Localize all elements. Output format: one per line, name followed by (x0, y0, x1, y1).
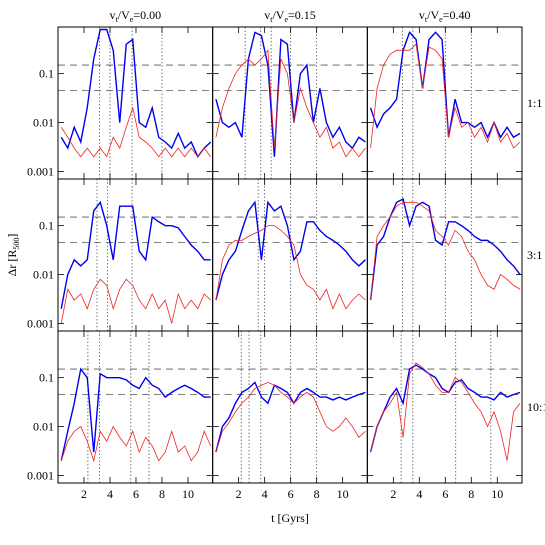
column-title: vt/Ve=0.00 (110, 8, 162, 24)
row-label: 3:1 (527, 248, 542, 262)
x-tick-label: 8 (468, 487, 474, 501)
x-axis-label: t [Gyrs] (271, 511, 309, 525)
x-tick-label: 6 (442, 487, 448, 501)
x-tick-label: 2 (81, 487, 87, 501)
data-line (60, 28, 212, 159)
x-tick-label: 2 (390, 487, 396, 501)
x-tick-label: 10 (491, 487, 503, 501)
data-line (215, 381, 366, 453)
x-tick-label: 2 (236, 487, 242, 501)
plot-area (58, 331, 213, 483)
title-part: /V (427, 8, 439, 22)
y-label-part: Δr [R (5, 250, 19, 277)
title-part: /V (272, 8, 284, 22)
data-line (370, 43, 521, 149)
data-line (60, 367, 211, 461)
title-sub: t (425, 15, 428, 24)
y-tick-label: 0.01 (33, 268, 54, 282)
panel: vt/Ve=0.40 1:1 (366, 8, 542, 180)
x-tick-label: 8 (159, 487, 165, 501)
data-line (215, 381, 366, 453)
plot-area (58, 179, 213, 331)
data-line (369, 364, 521, 453)
data-line (60, 278, 211, 324)
data-line (370, 201, 521, 301)
panel-frame (366, 330, 523, 484)
y-label-sub: 500 (12, 238, 21, 250)
data-line (369, 198, 521, 301)
y-tick-label: 0.1 (39, 371, 54, 385)
panel-frame (212, 330, 368, 484)
panel: 0.001 0.01 0.1 vt/Ve=0.00 (27, 8, 214, 180)
column-title: vt/Ve=0.15 (264, 8, 316, 24)
plot-area (58, 27, 213, 179)
y-axis-label: Δr [R500] (5, 234, 21, 277)
panel-frame (366, 178, 523, 332)
plot-area (367, 179, 522, 331)
plot-area (367, 331, 522, 483)
row-label: 10:1 (527, 400, 545, 414)
title-part: =0.15 (288, 8, 316, 22)
data-line (60, 425, 212, 463)
x-tick-label: 10 (182, 487, 194, 501)
data-line (215, 49, 366, 158)
title-part: =0.00 (133, 8, 161, 22)
row-label: 1:1 (527, 96, 542, 110)
panel-frame (366, 26, 523, 180)
panel: vt/Ve=0.15 (212, 8, 368, 180)
panel-frame (212, 178, 368, 332)
y-tick-label: 0.001 (27, 164, 54, 178)
data-line (215, 225, 366, 310)
title-part: v (419, 8, 425, 22)
y-tick-label: 0.01 (33, 116, 54, 130)
plot-area (367, 27, 522, 179)
title-part: v (110, 8, 116, 22)
title-part: v (264, 8, 270, 22)
title-sub: e (130, 15, 134, 24)
x-tick-label: 4 (262, 487, 268, 501)
panel: 3:1 (366, 178, 542, 332)
title-sub: e (284, 15, 288, 24)
x-tick-label: 4 (107, 487, 113, 501)
y-tick-label: 0.01 (33, 420, 54, 434)
panel-frame (57, 330, 214, 484)
column-title: vt/Ve=0.40 (419, 8, 471, 24)
x-tick-label: 6 (288, 487, 294, 501)
x-tick-label: 8 (314, 487, 320, 501)
data-line (370, 362, 521, 461)
panel: 2 4 6 8 10 0.001 0.01 0.1 (27, 330, 214, 501)
x-tick-label: 6 (133, 487, 139, 501)
y-tick-label: 0.001 (27, 316, 54, 330)
plot-area (212, 27, 368, 179)
panel: 2 4 6 8 10 10:1 (366, 330, 545, 501)
y-label-part: ] (5, 234, 19, 238)
panel: 0.001 0.01 0.1 (27, 178, 214, 332)
plot-area (212, 331, 368, 483)
x-tick-label: 4 (416, 487, 422, 501)
title-sub: t (270, 15, 273, 24)
data-line (60, 106, 212, 158)
panel-frame (212, 26, 368, 180)
title-sub: e (439, 15, 443, 24)
title-part: =0.40 (443, 8, 471, 22)
data-line (215, 31, 366, 157)
panel: 2 4 6 8 10 (212, 330, 368, 501)
y-tick-label: 0.1 (39, 67, 54, 81)
plot-area (212, 179, 368, 331)
title-part: /V (118, 8, 130, 22)
x-tick-label: 10 (337, 487, 349, 501)
panel-frame (57, 178, 214, 332)
y-tick-label: 0.1 (39, 219, 54, 233)
data-line (60, 200, 211, 309)
panel (212, 178, 368, 332)
title-sub: t (116, 15, 119, 24)
y-tick-label: 0.001 (27, 468, 54, 482)
data-line (215, 200, 366, 301)
